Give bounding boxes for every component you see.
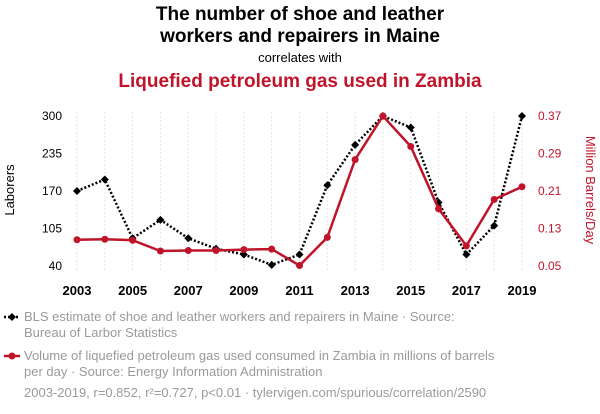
x-tick-label: 2013 bbox=[341, 283, 370, 298]
data-point-diamond bbox=[156, 215, 165, 224]
data-point-diamond bbox=[351, 140, 360, 149]
data-point-diamond bbox=[184, 234, 193, 243]
data-point-circle bbox=[462, 242, 470, 250]
data-point-circle bbox=[323, 233, 331, 241]
right-tick-label: 0.05 bbox=[538, 259, 562, 273]
left-tick-label: 235 bbox=[42, 147, 62, 161]
data-point-diamond bbox=[323, 181, 332, 190]
right-tick-label: 0.13 bbox=[538, 222, 562, 236]
chart-title-line2: workers and repairers in Maine bbox=[159, 26, 440, 47]
chart-subtitle: correlates with bbox=[258, 50, 342, 65]
legend-label-zambia-line2: per day · Source: Energy Information Adm… bbox=[24, 364, 322, 379]
data-point-circle bbox=[518, 183, 526, 191]
series-line-1 bbox=[76, 113, 523, 268]
data-point-diamond bbox=[518, 112, 526, 120]
data-point-circle bbox=[129, 236, 137, 244]
left-axis-ticks: 40 105 170 235 300 bbox=[42, 109, 62, 273]
left-tick-label: 105 bbox=[42, 222, 62, 236]
data-point-diamond bbox=[267, 260, 276, 269]
left-tick-label: 40 bbox=[49, 259, 63, 273]
legend-label-maine-line2: Bureau of Larbor Statistics bbox=[24, 325, 178, 340]
legend-label-zambia-line1: Volume of liquefied petroleum gas used c… bbox=[24, 348, 495, 363]
chart-title-line1: The number of shoe and leather bbox=[156, 4, 445, 25]
right-tick-label: 0.37 bbox=[538, 109, 562, 123]
left-axis-label: Laborers bbox=[2, 164, 17, 216]
x-axis-ticks: 2003 2005 2007 2009 2011 2013 2015 2017 2019 bbox=[63, 283, 537, 298]
grid-lines bbox=[76, 112, 523, 270]
legend: BLS estimate of shoe and leather workers… bbox=[4, 309, 495, 379]
series-zambia-lpg bbox=[73, 112, 526, 270]
x-tick-label: 2003 bbox=[63, 283, 92, 298]
data-point-circle bbox=[379, 112, 387, 120]
data-point-circle bbox=[184, 247, 192, 255]
data-point-circle bbox=[212, 247, 220, 255]
data-point-circle bbox=[490, 195, 498, 203]
legend-label-maine-line1: BLS estimate of shoe and leather workers… bbox=[24, 309, 455, 324]
data-point-diamond bbox=[462, 250, 471, 259]
x-tick-label: 2017 bbox=[452, 283, 481, 298]
data-point-diamond bbox=[73, 187, 81, 195]
data-point-diamond bbox=[100, 175, 109, 184]
series-line-0 bbox=[76, 114, 524, 267]
left-tick-label: 300 bbox=[42, 109, 62, 123]
data-point-diamond bbox=[490, 221, 499, 230]
chart-footer: 2003-2019, r=0.852, r²=0.727, p<0.01 · t… bbox=[24, 385, 486, 400]
data-point-circle bbox=[268, 245, 276, 253]
data-point-diamond bbox=[406, 123, 415, 132]
data-point-circle bbox=[101, 235, 109, 243]
x-tick-label: 2009 bbox=[229, 283, 258, 298]
x-tick-label: 2015 bbox=[396, 283, 425, 298]
data-point-circle bbox=[73, 236, 81, 244]
chart-second-title: Liquefied petroleum gas used in Zambia bbox=[118, 71, 482, 92]
x-tick-label: 2019 bbox=[508, 283, 537, 298]
right-tick-label: 0.29 bbox=[538, 147, 562, 161]
left-tick-label: 170 bbox=[42, 184, 62, 198]
x-tick-label: 2007 bbox=[174, 283, 203, 298]
data-point-circle bbox=[407, 142, 415, 150]
right-tick-label: 0.21 bbox=[538, 184, 562, 198]
x-tick-label: 2005 bbox=[118, 283, 147, 298]
data-point-circle bbox=[240, 246, 248, 254]
data-point-circle bbox=[435, 205, 443, 213]
data-point-diamond bbox=[295, 250, 304, 259]
data-point-circle bbox=[296, 262, 303, 270]
x-tick-label: 2011 bbox=[285, 283, 313, 298]
legend-circle-icon bbox=[8, 352, 16, 360]
legend-diamond-icon bbox=[8, 313, 16, 321]
right-axis-ticks: 0.05 0.13 0.21 0.29 0.37 bbox=[538, 109, 562, 273]
data-point-circle bbox=[351, 156, 359, 164]
right-axis-label: Million Barrels/Day bbox=[583, 136, 598, 245]
data-point-circle bbox=[156, 247, 164, 255]
